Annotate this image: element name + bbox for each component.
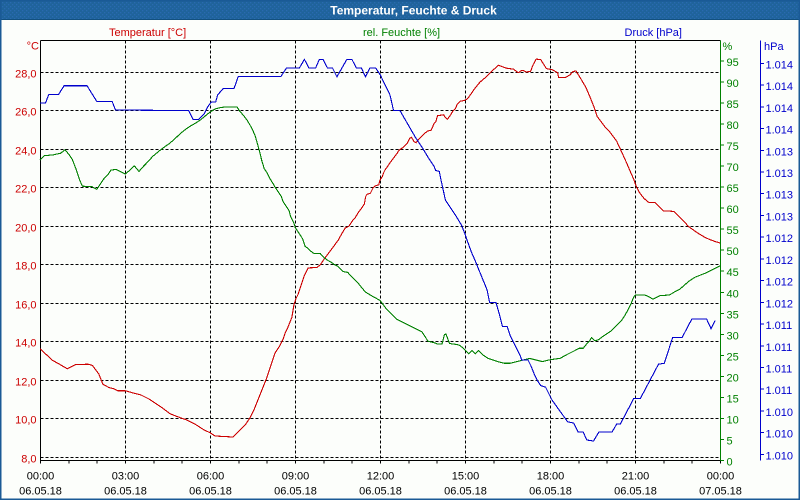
svg-text:1.014: 1.014	[766, 59, 794, 71]
svg-text:25: 25	[727, 351, 739, 363]
svg-text:20: 20	[727, 372, 739, 384]
svg-text:06.05.18: 06.05.18	[274, 486, 317, 498]
svg-text:1.012: 1.012	[766, 233, 794, 245]
svg-text:1.013: 1.013	[766, 146, 794, 158]
svg-text:20,0: 20,0	[15, 223, 36, 235]
svg-text:%: %	[723, 41, 733, 53]
svg-text:28,0: 28,0	[15, 69, 36, 81]
svg-text:1.012: 1.012	[766, 298, 794, 310]
svg-text:60: 60	[727, 204, 739, 216]
svg-text:1.011: 1.011	[766, 320, 793, 332]
svg-text:26,0: 26,0	[15, 107, 36, 119]
svg-text:35: 35	[727, 309, 739, 321]
svg-text:00:00: 00:00	[707, 471, 735, 483]
svg-text:12,0: 12,0	[15, 377, 36, 389]
svg-text:40: 40	[727, 288, 739, 300]
svg-text:16,0: 16,0	[15, 300, 36, 312]
svg-text:1.013: 1.013	[766, 168, 794, 180]
svg-text:06.05.18: 06.05.18	[529, 486, 572, 498]
svg-text:1.013: 1.013	[766, 211, 794, 223]
svg-text:Temperatur [°C]: Temperatur [°C]	[109, 27, 186, 39]
svg-text:30: 30	[727, 330, 739, 342]
svg-text:1.010: 1.010	[766, 429, 794, 441]
svg-text:45: 45	[727, 267, 739, 279]
svg-text:10,0: 10,0	[15, 415, 36, 427]
svg-text:1.012: 1.012	[766, 277, 794, 289]
svg-text:09:00: 09:00	[282, 471, 310, 483]
svg-text:06.05.18: 06.05.18	[444, 486, 487, 498]
svg-text:1.012: 1.012	[766, 255, 794, 267]
svg-text:06.05.18: 06.05.18	[359, 486, 402, 498]
svg-text:18,0: 18,0	[15, 261, 36, 273]
svg-text:rel. Feuchte [%]: rel. Feuchte [%]	[363, 27, 440, 39]
svg-text:1.014: 1.014	[766, 103, 794, 115]
svg-text:1.013: 1.013	[766, 190, 794, 202]
svg-text:06.05.18: 06.05.18	[189, 486, 232, 498]
svg-text:85: 85	[727, 99, 739, 111]
svg-text:15: 15	[727, 394, 739, 406]
svg-text:1.011: 1.011	[766, 342, 793, 354]
svg-text:06:00: 06:00	[197, 471, 225, 483]
svg-text:00:00: 00:00	[27, 471, 55, 483]
svg-text:1.010: 1.010	[766, 407, 794, 419]
svg-text:07.05.18: 07.05.18	[699, 486, 742, 498]
svg-text:75: 75	[727, 141, 739, 153]
svg-text:hPa: hPa	[764, 41, 784, 53]
svg-text:°C: °C	[27, 41, 39, 53]
svg-text:Temperatur, Feuchte & Druck: Temperatur, Feuchte & Druck	[330, 4, 497, 18]
svg-text:90: 90	[727, 78, 739, 90]
svg-text:12:00: 12:00	[367, 471, 395, 483]
svg-text:1.014: 1.014	[766, 125, 794, 137]
svg-text:14,0: 14,0	[15, 338, 36, 350]
svg-text:80: 80	[727, 120, 739, 132]
svg-text:55: 55	[727, 225, 739, 237]
svg-text:Druck [hPa]: Druck [hPa]	[625, 27, 682, 39]
svg-text:22,0: 22,0	[15, 184, 36, 196]
svg-text:06.05.18: 06.05.18	[614, 486, 657, 498]
svg-text:21:00: 21:00	[622, 471, 650, 483]
svg-text:1.014: 1.014	[766, 81, 794, 93]
svg-text:24,0: 24,0	[15, 146, 36, 158]
svg-text:1.011: 1.011	[766, 364, 793, 376]
svg-text:65: 65	[727, 183, 739, 195]
svg-text:1.010: 1.010	[766, 450, 794, 462]
svg-text:06.05.18: 06.05.18	[19, 486, 62, 498]
svg-text:10: 10	[727, 415, 739, 427]
svg-text:0: 0	[727, 457, 733, 469]
svg-text:5: 5	[727, 436, 733, 448]
svg-text:18:00: 18:00	[537, 471, 565, 483]
svg-text:70: 70	[727, 162, 739, 174]
svg-text:1.011: 1.011	[766, 385, 793, 397]
svg-text:8,0: 8,0	[21, 454, 36, 466]
svg-text:15:00: 15:00	[452, 471, 480, 483]
svg-text:50: 50	[727, 246, 739, 258]
svg-text:95: 95	[727, 57, 739, 69]
svg-text:06.05.18: 06.05.18	[104, 486, 147, 498]
svg-text:03:00: 03:00	[112, 471, 140, 483]
